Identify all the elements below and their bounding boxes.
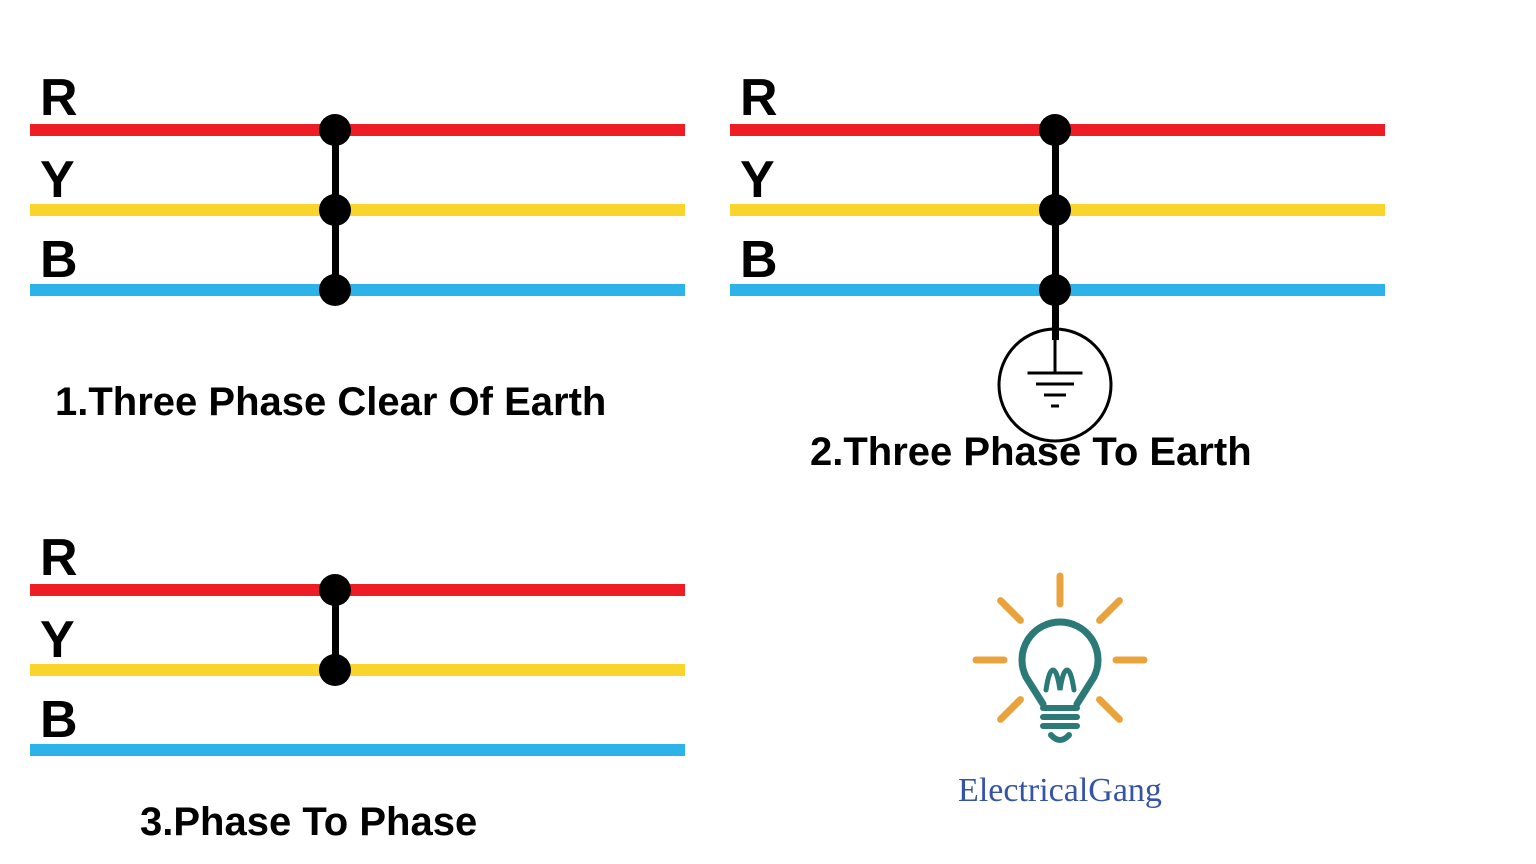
node-r xyxy=(319,114,351,146)
phase-label-r: R xyxy=(40,528,78,588)
phase-line-b xyxy=(30,284,685,296)
phase-line-r xyxy=(30,584,685,596)
phase-line-b xyxy=(30,744,685,756)
caption-3: 3.Phase To Phase xyxy=(140,800,477,845)
logo-text: ElectricalGang xyxy=(900,772,1220,810)
phase-label-r: R xyxy=(40,68,78,128)
phase-label-b: B xyxy=(40,230,78,290)
phase-label-y: Y xyxy=(40,610,75,670)
phase-label-b: B xyxy=(40,690,78,750)
phase-line-r xyxy=(30,124,685,136)
phase-label-y: Y xyxy=(40,150,75,210)
panel-phase-to-phase: R Y B 3.Phase To Phase xyxy=(0,500,720,840)
node-y xyxy=(319,194,351,226)
panel-three-phase-clear-of-earth: R Y B 1.Three Phase Clear Of Earth xyxy=(0,40,720,400)
lightbulb-icon xyxy=(900,560,1220,770)
node-y xyxy=(319,654,351,686)
node-b xyxy=(319,274,351,306)
phase-line-y xyxy=(30,204,685,216)
earth-symbol-icon xyxy=(700,40,1420,480)
phase-line-y xyxy=(30,664,685,676)
caption-2: 2.Three Phase To Earth xyxy=(810,430,1252,475)
caption-1: 1.Three Phase Clear Of Earth xyxy=(55,380,606,425)
node-r xyxy=(319,574,351,606)
panel-three-phase-to-earth: R Y B 2.Three Phase To Earth xyxy=(700,40,1420,480)
logo-electricalgang: ElectricalGang xyxy=(900,560,1220,820)
